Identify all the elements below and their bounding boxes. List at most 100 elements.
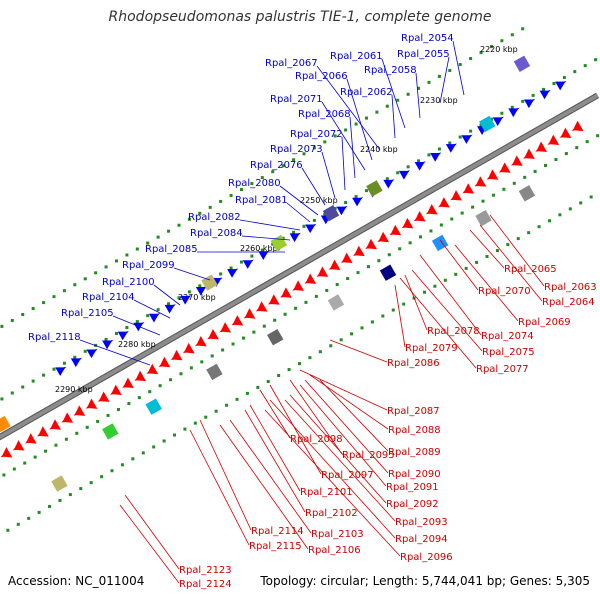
gc-dot [137, 396, 141, 400]
gc-dot [114, 259, 118, 263]
gc-dot [573, 70, 577, 74]
gc-dot [469, 57, 473, 61]
gc-dot [475, 260, 479, 264]
leader-line [321, 151, 336, 199]
gc-dot [575, 146, 579, 150]
leader-line [341, 136, 346, 191]
gene-label-reverse: Rpal_2064 [542, 297, 595, 308]
gene-arrow [413, 210, 426, 222]
gc-dot [221, 348, 225, 352]
gc-dot [245, 391, 249, 395]
gc-dot [323, 140, 327, 144]
leader-line [301, 167, 326, 206]
gc-dot [318, 350, 322, 354]
gc-dot [464, 266, 468, 270]
gc-dot [583, 64, 587, 68]
gc-dot [308, 356, 312, 360]
gc-dot [219, 272, 223, 276]
gc-dot [52, 367, 56, 371]
gene-arrow [450, 190, 462, 201]
gc-dot [31, 379, 35, 383]
gene-label-reverse: Rpal_2074 [481, 331, 534, 342]
gene-label-reverse: Rpal_2069 [518, 317, 571, 328]
gene-arrow [498, 162, 511, 173]
map-title: Rhodopseudomonas palustris TIE-1, comple… [108, 9, 492, 25]
gc-dot [417, 159, 421, 163]
gc-dot [6, 528, 10, 532]
gene-arrow [492, 116, 504, 127]
gene-box [102, 423, 119, 440]
leader-line [381, 58, 406, 129]
gc-dot [448, 68, 452, 72]
gc-dot [27, 516, 31, 520]
leader-line [112, 315, 161, 336]
gene-box [327, 294, 345, 311]
gc-dot [135, 320, 139, 324]
gene-arrow [73, 405, 86, 416]
gene-label-reverse: Rpal_2079 [405, 343, 458, 354]
gene-label-forward: Rpal_2071 [270, 94, 323, 105]
gene-arrow [207, 329, 219, 340]
gene-arrow [12, 440, 25, 451]
gene-labels: Rpal_2054 Rpal_2055 Rpal_2058 Rpal_2061 Rpal… [28, 33, 597, 590]
gc-dot [333, 134, 337, 138]
gene-arrow [383, 179, 395, 189]
gc-dot [521, 99, 525, 103]
gc-dot [547, 219, 551, 223]
gene-arrow [170, 349, 183, 361]
gene-box [479, 115, 496, 133]
leader-line [439, 239, 479, 291]
gc-dot [31, 307, 35, 311]
gene-label-forward: Rpal_2054 [401, 33, 454, 44]
gc-dot [169, 378, 173, 382]
gene-box [379, 264, 397, 281]
gene-arrow [86, 348, 98, 359]
gc-dot [198, 211, 202, 215]
gene-arrow [70, 357, 83, 368]
gene-label-reverse: Rpal_2063 [544, 282, 597, 293]
gene-arrow [242, 259, 254, 269]
gc-dot [344, 128, 348, 132]
gc-dot [391, 308, 395, 312]
gc-dot [141, 451, 145, 455]
gc-dot [562, 76, 566, 80]
gene-arrow [195, 335, 207, 347]
gc-dot [314, 294, 318, 298]
gene-arrow [559, 127, 572, 139]
gene-arrow [438, 197, 450, 208]
tick-label: 2250 kbp [300, 196, 338, 205]
gc-dot [283, 312, 287, 316]
gene-arrow [292, 280, 304, 291]
gc-dot [375, 110, 379, 114]
gc-dot [167, 302, 171, 306]
gc-dot [458, 135, 462, 139]
gc-dot [273, 318, 277, 322]
gc-dot [0, 397, 4, 401]
gc-dot [406, 165, 410, 169]
gc-dot [250, 254, 254, 258]
leader-line [346, 78, 373, 161]
gc-dot [271, 170, 275, 174]
gc-skew-track [0, 27, 600, 532]
tick-label: 2230 kbp [420, 96, 458, 105]
gc-dot [427, 153, 431, 157]
gene-arrow [365, 238, 377, 250]
leader-line [452, 40, 465, 96]
gc-dot [198, 284, 202, 288]
leader-line [394, 284, 406, 348]
leader-line [279, 185, 319, 216]
gc-dot [427, 80, 431, 84]
leader-line [79, 339, 151, 366]
gc-dot [485, 254, 489, 258]
gc-dot [21, 313, 25, 317]
gc-dot [187, 290, 191, 294]
gene-arrow [328, 259, 341, 270]
accession-text: Accession: NC_011004 [8, 574, 145, 588]
gc-dot [10, 391, 14, 395]
gc-dot [110, 469, 114, 473]
gc-dot [510, 33, 514, 37]
gc-dot [437, 74, 441, 78]
gene-arrow [102, 339, 114, 350]
gc-dot [596, 134, 600, 138]
gc-dot [292, 230, 296, 234]
